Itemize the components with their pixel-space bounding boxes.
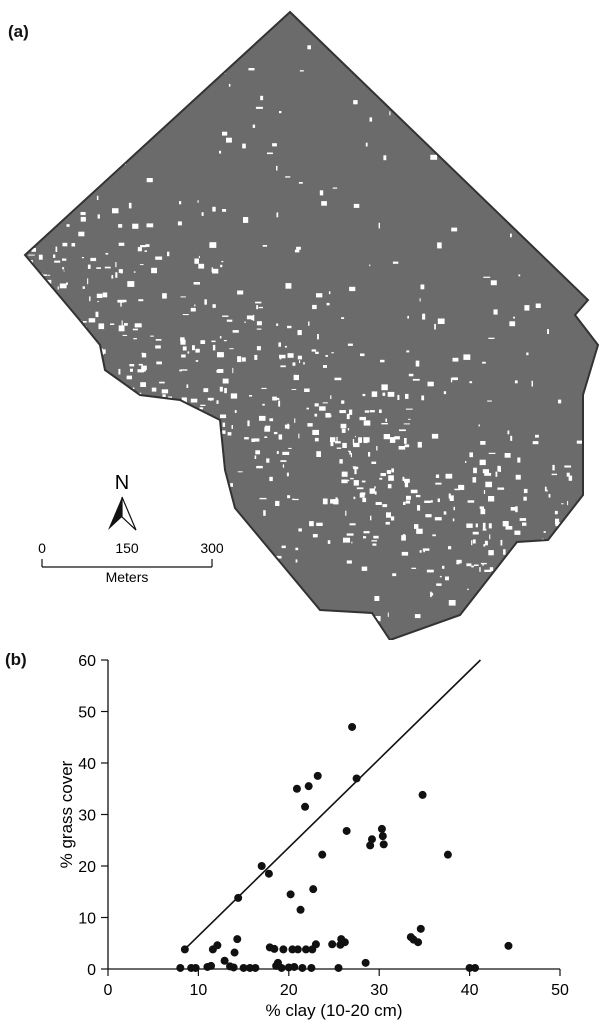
y-tick-label: 0 xyxy=(87,962,96,979)
data-point xyxy=(340,938,349,947)
data-point xyxy=(270,944,279,953)
data-point xyxy=(309,885,318,894)
data-point xyxy=(313,771,322,780)
y-axis-label: % grass cover xyxy=(57,760,76,868)
data-point xyxy=(296,905,305,914)
map-boundary xyxy=(23,10,600,640)
scale-bar: 0 150 300 Meters xyxy=(38,540,224,585)
data-point xyxy=(234,893,243,902)
data-point xyxy=(257,862,266,870)
y-tick-label: 10 xyxy=(78,911,96,928)
scale-unit-label: Meters xyxy=(106,569,149,585)
panel-b-label: (b) xyxy=(5,650,27,669)
data-point xyxy=(311,940,320,949)
x-tick-label: 50 xyxy=(551,982,569,999)
data-point xyxy=(290,962,299,971)
scale-tick-150: 150 xyxy=(115,540,139,556)
north-arrow-right-half-icon xyxy=(121,496,137,531)
data-point xyxy=(307,963,316,972)
panel-a-label: (a) xyxy=(8,22,29,41)
data-point xyxy=(379,840,388,849)
north-arrow: N xyxy=(108,472,137,531)
x-tick-label: 20 xyxy=(280,982,298,999)
scatter-points xyxy=(176,722,513,972)
data-point xyxy=(298,963,307,972)
data-point xyxy=(416,924,425,933)
chart-ticks: 0 10 20 30 40 50 0 10 20 30 40 50 60 xyxy=(78,653,569,999)
vegetation-map: N 0 150 300 Meters xyxy=(23,10,600,640)
data-point xyxy=(348,722,357,731)
data-point xyxy=(213,941,222,950)
data-point xyxy=(366,841,375,850)
data-point xyxy=(328,940,337,949)
data-point xyxy=(367,835,376,844)
scale-tick-300: 300 xyxy=(200,540,224,556)
data-point xyxy=(304,782,313,791)
data-point xyxy=(277,963,286,972)
data-point xyxy=(443,850,452,859)
data-point xyxy=(301,802,310,811)
y-tick-label: 60 xyxy=(78,653,96,670)
data-point xyxy=(292,784,301,793)
data-point xyxy=(220,956,229,965)
data-point xyxy=(361,958,370,967)
data-point xyxy=(504,941,513,950)
data-point xyxy=(229,963,238,972)
data-point xyxy=(334,963,343,972)
y-tick-label: 40 xyxy=(78,756,96,773)
data-point xyxy=(378,832,387,841)
data-point xyxy=(377,824,386,833)
data-point xyxy=(279,945,288,954)
data-point xyxy=(414,938,423,947)
data-point xyxy=(418,790,427,799)
data-point xyxy=(207,961,216,970)
x-tick-label: 0 xyxy=(104,982,113,999)
y-tick-label: 30 xyxy=(78,808,96,825)
data-point xyxy=(264,869,273,878)
regression-line xyxy=(182,659,482,952)
scale-tick-0: 0 xyxy=(38,540,46,556)
x-tick-label: 40 xyxy=(461,982,479,999)
x-tick-label: 10 xyxy=(190,982,208,999)
data-point xyxy=(318,850,327,859)
data-point xyxy=(191,963,200,972)
north-label: N xyxy=(115,472,129,494)
data-point xyxy=(180,945,189,954)
chart-axes xyxy=(107,660,560,970)
y-tick-label: 50 xyxy=(78,705,96,722)
x-tick-label: 30 xyxy=(370,982,388,999)
data-point xyxy=(239,963,248,972)
data-point xyxy=(293,945,302,954)
data-point xyxy=(471,963,480,972)
data-point xyxy=(251,963,260,972)
north-arrow-left-half-icon xyxy=(108,497,122,530)
data-point xyxy=(301,945,310,954)
data-point xyxy=(233,935,242,944)
data-point xyxy=(342,826,351,835)
data-point xyxy=(176,963,185,972)
scatter-chart: 0 10 20 30 40 50 0 10 20 30 40 50 60 % clay (10-20 c… xyxy=(57,653,569,1020)
data-point xyxy=(286,890,295,899)
x-axis-label: % clay (10-20 cm) xyxy=(266,1001,403,1020)
data-point xyxy=(352,774,361,783)
y-tick-label: 20 xyxy=(78,859,96,876)
data-point xyxy=(230,948,239,957)
